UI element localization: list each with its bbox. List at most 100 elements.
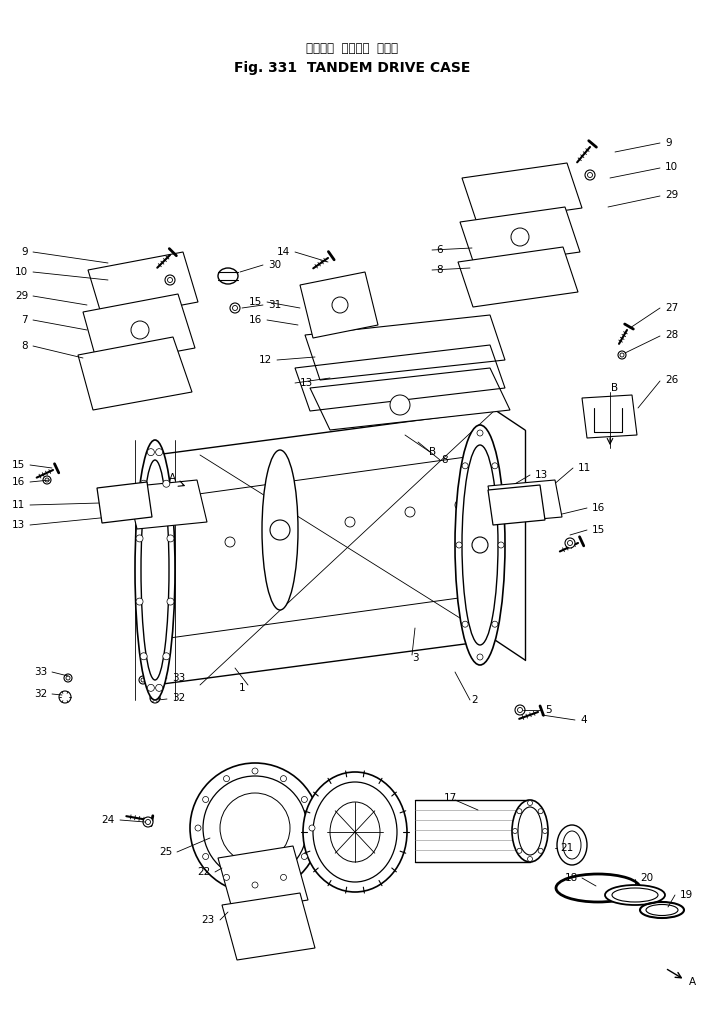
Circle shape xyxy=(167,599,174,605)
Text: 28: 28 xyxy=(665,330,678,340)
Text: 31: 31 xyxy=(268,300,281,310)
Text: 26: 26 xyxy=(665,375,678,385)
Polygon shape xyxy=(458,247,578,307)
Polygon shape xyxy=(83,294,195,366)
Polygon shape xyxy=(222,893,315,960)
Circle shape xyxy=(515,705,525,715)
Circle shape xyxy=(167,535,174,542)
Text: 10: 10 xyxy=(15,267,28,277)
Polygon shape xyxy=(127,480,207,529)
Ellipse shape xyxy=(135,440,175,700)
Circle shape xyxy=(301,853,307,859)
Ellipse shape xyxy=(220,793,290,863)
Circle shape xyxy=(59,691,71,703)
Circle shape xyxy=(565,538,575,548)
Circle shape xyxy=(143,817,153,827)
Circle shape xyxy=(252,768,258,774)
Text: 13: 13 xyxy=(535,470,548,480)
Circle shape xyxy=(202,797,209,803)
Text: B: B xyxy=(429,447,436,457)
Circle shape xyxy=(332,297,348,313)
Text: 10: 10 xyxy=(665,162,678,172)
Circle shape xyxy=(477,654,483,660)
Circle shape xyxy=(511,228,529,246)
Circle shape xyxy=(281,775,286,782)
Circle shape xyxy=(230,303,240,313)
Circle shape xyxy=(140,653,147,660)
Circle shape xyxy=(455,500,465,510)
Circle shape xyxy=(492,621,498,627)
Circle shape xyxy=(156,684,163,692)
Ellipse shape xyxy=(462,445,498,645)
Text: 1: 1 xyxy=(239,683,245,693)
Ellipse shape xyxy=(612,888,658,902)
Circle shape xyxy=(156,449,163,456)
Circle shape xyxy=(527,856,532,861)
Circle shape xyxy=(165,275,175,285)
Circle shape xyxy=(309,825,315,831)
Circle shape xyxy=(513,828,517,833)
Circle shape xyxy=(139,676,147,684)
Text: 9: 9 xyxy=(21,247,28,257)
Circle shape xyxy=(225,537,235,547)
Circle shape xyxy=(620,353,624,357)
Ellipse shape xyxy=(262,450,298,610)
Text: 22: 22 xyxy=(197,867,210,877)
Text: 11: 11 xyxy=(12,500,25,510)
Circle shape xyxy=(223,775,230,782)
Circle shape xyxy=(147,684,154,692)
Circle shape xyxy=(618,351,626,359)
Text: 21: 21 xyxy=(560,843,573,853)
Circle shape xyxy=(543,828,548,833)
Text: 13: 13 xyxy=(12,520,25,530)
Circle shape xyxy=(405,507,415,517)
Circle shape xyxy=(477,430,483,436)
Circle shape xyxy=(462,621,468,627)
Polygon shape xyxy=(310,368,510,430)
Circle shape xyxy=(538,848,543,853)
Circle shape xyxy=(202,853,209,859)
Circle shape xyxy=(345,517,355,527)
Ellipse shape xyxy=(518,807,542,855)
Ellipse shape xyxy=(218,268,238,284)
Circle shape xyxy=(147,449,154,456)
Circle shape xyxy=(45,478,49,482)
Polygon shape xyxy=(300,272,378,338)
Circle shape xyxy=(131,321,149,339)
Text: 33: 33 xyxy=(34,667,47,677)
Text: 15: 15 xyxy=(592,525,606,535)
Polygon shape xyxy=(488,480,562,523)
Circle shape xyxy=(64,674,72,682)
Text: 15: 15 xyxy=(12,460,25,470)
Text: 32: 32 xyxy=(34,690,47,699)
Text: 9: 9 xyxy=(665,137,672,148)
Circle shape xyxy=(587,173,592,178)
Text: 8: 8 xyxy=(436,265,443,275)
Text: 13: 13 xyxy=(300,378,313,388)
Circle shape xyxy=(168,277,173,282)
Circle shape xyxy=(517,708,522,713)
Circle shape xyxy=(136,535,143,542)
Circle shape xyxy=(462,463,468,469)
Text: 18: 18 xyxy=(565,874,578,883)
Ellipse shape xyxy=(313,782,397,882)
Polygon shape xyxy=(78,337,192,410)
Ellipse shape xyxy=(190,763,320,893)
Circle shape xyxy=(472,537,488,553)
Circle shape xyxy=(145,820,150,825)
Ellipse shape xyxy=(563,831,581,859)
Text: A: A xyxy=(689,977,696,987)
Ellipse shape xyxy=(455,425,505,665)
Ellipse shape xyxy=(141,460,169,680)
Circle shape xyxy=(195,825,201,831)
Text: 24: 24 xyxy=(102,815,115,825)
Text: 16: 16 xyxy=(12,477,25,487)
Text: 6: 6 xyxy=(436,245,443,255)
Circle shape xyxy=(585,170,595,180)
Text: 11: 11 xyxy=(578,463,591,473)
Text: 2: 2 xyxy=(472,695,478,705)
Circle shape xyxy=(141,678,145,682)
Text: B: B xyxy=(611,383,618,393)
Circle shape xyxy=(301,797,307,803)
Text: 27: 27 xyxy=(665,303,678,313)
